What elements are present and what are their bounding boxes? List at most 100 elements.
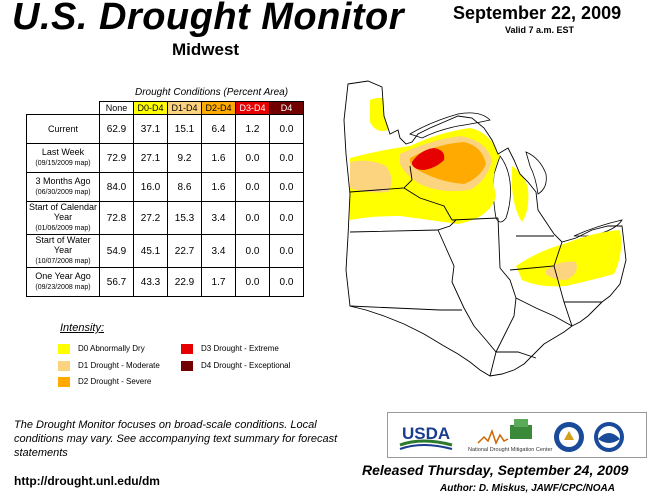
col-header-none: None bbox=[99, 101, 134, 115]
d0-area-michigan bbox=[512, 166, 529, 222]
table-cell: 15.3 bbox=[167, 201, 202, 235]
d0-area-ohio-valley bbox=[516, 230, 622, 287]
legend-label: D2 Drought - Severe bbox=[78, 377, 152, 387]
table-cell: 27.1 bbox=[133, 143, 168, 173]
legend-label: D3 Drought - Extreme bbox=[201, 344, 279, 354]
table-cell: 0.0 bbox=[269, 172, 304, 202]
table-cell: 9.2 bbox=[167, 143, 202, 173]
table-cell: 56.7 bbox=[99, 267, 134, 297]
table-cell: 84.0 bbox=[99, 172, 134, 202]
table-row: Start of Calendar Year (01/06/2009 map) 72… bbox=[26, 201, 304, 235]
table-cell: 0.0 bbox=[235, 201, 270, 235]
table-cell: 1.2 bbox=[235, 114, 270, 144]
table-cell: 22.7 bbox=[167, 234, 202, 268]
legend-swatch bbox=[58, 361, 70, 371]
col-header-d2-d4: D2-D4 bbox=[201, 101, 236, 115]
row-label-date: (06/30/2009 map) bbox=[35, 189, 91, 196]
table-row: Last Week (09/15/2009 map) 72.9 27.1 9.2 1.6 0… bbox=[26, 143, 304, 173]
table-cell: 0.0 bbox=[235, 143, 270, 173]
table-cell: 37.1 bbox=[133, 114, 168, 144]
table-cell: 15.1 bbox=[167, 114, 202, 144]
usda-logo: USDA bbox=[399, 424, 453, 450]
row-label-main: Start of Water Year bbox=[35, 235, 91, 255]
legend-item-d3: D3 Drought - Extreme bbox=[181, 344, 279, 354]
legend-item-d1: D1 Drought - Moderate bbox=[58, 361, 160, 371]
legend-swatch bbox=[58, 377, 70, 387]
table-cell: 0.0 bbox=[269, 143, 304, 173]
d1-area-minnesota bbox=[350, 160, 392, 193]
table-row: One Year Ago (09/23/2008 map) 56.7 43.3 22.9… bbox=[26, 267, 304, 297]
row-label: Start of Water Year (10/07/2008 map) bbox=[26, 234, 100, 268]
table-cell: 1.7 bbox=[201, 267, 236, 297]
row-label: One Year Ago (09/23/2008 map) bbox=[26, 267, 100, 297]
row-label-main: Start of Calendar Year bbox=[28, 202, 98, 222]
noaa-seal-icon bbox=[594, 422, 624, 452]
table-cell: 45.1 bbox=[133, 234, 168, 268]
region-name: Midwest bbox=[172, 40, 240, 59]
partner-logos: USDA National Drought Mitigation Center bbox=[387, 412, 647, 458]
row-label-main: One Year Ago bbox=[35, 271, 91, 281]
table-cell: 54.9 bbox=[99, 234, 134, 268]
table-cell: 72.8 bbox=[99, 201, 134, 235]
legend-label: D0 Abnormally Dry bbox=[78, 344, 145, 354]
legend-swatch bbox=[181, 344, 193, 354]
legend-title: Intensity: bbox=[60, 322, 105, 334]
row-label-main: Last Week bbox=[41, 147, 85, 157]
row-label: Start of Calendar Year (01/06/2009 map) bbox=[26, 201, 100, 235]
lake-huron bbox=[525, 151, 547, 195]
commerce-seal-icon bbox=[554, 422, 584, 452]
col-header-d0-d4: D0-D4 bbox=[133, 101, 168, 115]
table-cell: 1.6 bbox=[201, 143, 236, 173]
drought-map bbox=[343, 80, 627, 377]
table-cell: 3.4 bbox=[201, 201, 236, 235]
table-cell: 0.0 bbox=[235, 172, 270, 202]
row-label-main: 3 Months Ago bbox=[35, 176, 91, 186]
row-label-date: (09/15/2009 map) bbox=[35, 160, 91, 167]
table-header-row: None D0-D4 D1-D4 D2-D4 D3-D4 D4 bbox=[27, 101, 304, 115]
row-label-date: (09/23/2008 map) bbox=[35, 284, 91, 291]
table-cell: 6.4 bbox=[201, 114, 236, 144]
row-label: 3 Months Ago (06/30/2009 map) bbox=[26, 172, 100, 202]
d3-area-wisconsin bbox=[412, 148, 445, 170]
table-cell: 0.0 bbox=[235, 267, 270, 297]
d0-area-minnesota bbox=[370, 97, 396, 131]
table-cell: 8.6 bbox=[167, 172, 202, 202]
page-title: U.S. Drought Monitor bbox=[12, 0, 405, 38]
row-label-date: (01/06/2009 map) bbox=[35, 225, 91, 232]
col-header-d4: D4 bbox=[269, 101, 304, 115]
row-label: Current bbox=[26, 114, 100, 144]
legend-item-d4: D4 Drought - Exceptional bbox=[181, 361, 290, 371]
table-cell: 0.0 bbox=[235, 234, 270, 268]
table-cell: 16.0 bbox=[133, 172, 168, 202]
row-label-main: Current bbox=[47, 124, 78, 134]
legend-label: D1 Drought - Moderate bbox=[78, 361, 160, 371]
lake-superior bbox=[409, 112, 491, 139]
drought-conditions-table: None D0-D4 D1-D4 D2-D4 D3-D4 D4 Current 6… bbox=[26, 101, 304, 297]
map-date: September 22, 2009 bbox=[453, 3, 622, 23]
drought-monitor-link[interactable]: http://drought.unl.edu/dm bbox=[14, 474, 160, 488]
table-cell: 0.0 bbox=[269, 234, 304, 268]
table-row: Start of Water Year (10/07/2008 map) 54.9 4… bbox=[26, 234, 304, 268]
author-credit: Author: D. Miskus, JAWF/CPC/NOAA bbox=[440, 483, 616, 494]
table-cell: 3.4 bbox=[201, 234, 236, 268]
table-cell: 0.0 bbox=[269, 201, 304, 235]
release-date: Released Thursday, September 24, 2009 bbox=[362, 462, 629, 478]
table-cell: 0.0 bbox=[269, 267, 304, 297]
state-boundaries bbox=[343, 80, 627, 377]
ndmc-logo-text: National Drought Mitigation Center bbox=[468, 447, 553, 453]
table-cell: 43.3 bbox=[133, 267, 168, 297]
table-cell: 1.6 bbox=[201, 172, 236, 202]
col-header-d3-d4: D3-D4 bbox=[235, 101, 270, 115]
col-header-d1-d4: D1-D4 bbox=[167, 101, 202, 115]
logos-graphic: USDA National Drought Mitigation Center bbox=[399, 419, 624, 453]
legend-swatch bbox=[181, 361, 193, 371]
table-row: 3 Months Ago (06/30/2009 map) 84.0 16.0 8.6 1… bbox=[26, 172, 304, 202]
row-label-date: (10/07/2008 map) bbox=[35, 258, 91, 265]
table-caption: Drought Conditions (Percent Area) bbox=[135, 87, 289, 98]
usda-logo-text: USDA bbox=[402, 424, 450, 443]
table-row: Current 62.9 37.1 15.1 6.4 1.2 0.0 bbox=[26, 114, 304, 144]
legend-item-d0: D0 Abnormally Dry bbox=[58, 344, 145, 354]
row-label: Last Week (09/15/2009 map) bbox=[26, 143, 100, 173]
lake-michigan bbox=[492, 155, 511, 223]
table-cell: 62.9 bbox=[99, 114, 134, 144]
